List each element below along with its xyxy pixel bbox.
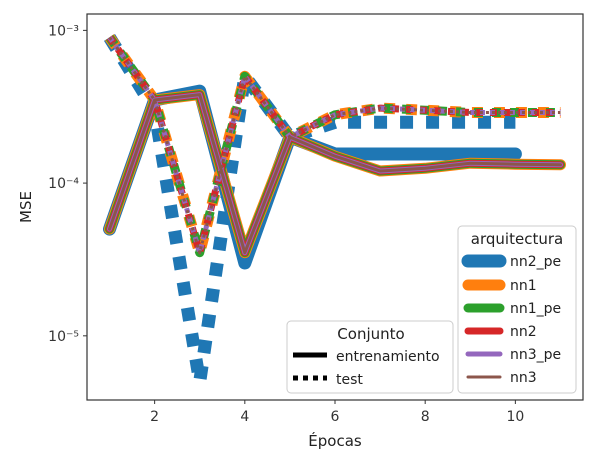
- x-tick-label: 4: [240, 409, 249, 425]
- legend-arquitectura-box: [457, 225, 577, 394]
- series-layer: [103, 33, 566, 389]
- series-line-nn3_pe-test: [107, 35, 561, 256]
- legend-arquitectura: arquitectura nn2_pe nn1 nn1_pe nn2 nn3_p…: [457, 225, 577, 394]
- x-tick-label: 8: [421, 409, 430, 425]
- legend-conjunto: Conjunto entrenamiento test: [286, 320, 454, 394]
- y-tick-label: 10⁻⁴: [48, 176, 79, 192]
- legend-conjunto-title: Conjunto: [337, 325, 404, 343]
- x-tick-label: 6: [331, 409, 340, 425]
- legend-conjunto-item-entrenamiento: entrenamiento: [336, 349, 440, 365]
- legend-item-nn2_pe: nn2_pe: [510, 254, 561, 270]
- x-tick-label: 2: [150, 409, 159, 425]
- x-tick-label: 10: [506, 409, 524, 425]
- legend-item-nn2: nn2: [510, 324, 537, 340]
- x-axis-label: Épocas: [308, 431, 362, 450]
- legend-item-nn3_pe: nn3_pe: [510, 347, 561, 363]
- legend-item-nn1_pe: nn1_pe: [510, 301, 561, 317]
- y-tick-label: 10⁻³: [48, 23, 79, 39]
- y-tick-label: 10⁻⁵: [48, 329, 79, 345]
- legend-item-nn1: nn1: [510, 278, 537, 294]
- legend-arquitectura-title: arquitectura: [471, 230, 563, 248]
- legend-item-nn3: nn3: [510, 370, 537, 386]
- legend-conjunto-item-test: test: [336, 372, 363, 388]
- y-axis-label: MSE: [17, 191, 35, 223]
- legend-conjunto-box: [286, 320, 454, 394]
- axes-layer: 2 4 6 8 10 10⁻⁵ 10⁻⁴ 10⁻³: [48, 23, 524, 425]
- series-line-nn3-entrenamiento: [108, 93, 562, 255]
